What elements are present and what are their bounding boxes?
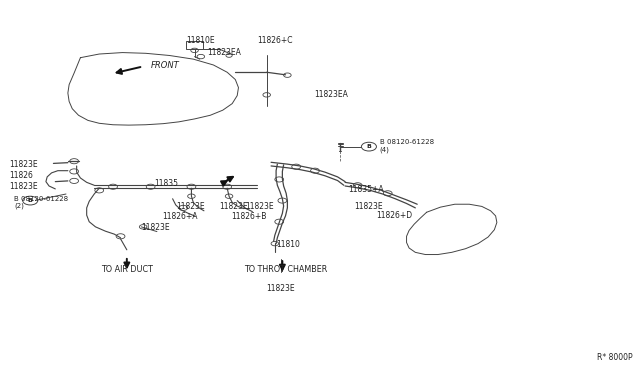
Text: 11823E: 11823E bbox=[244, 202, 273, 211]
Text: B 08120-61228
(2): B 08120-61228 (2) bbox=[14, 196, 68, 209]
Bar bbox=[186, 41, 204, 49]
Text: 11835+A: 11835+A bbox=[348, 185, 384, 194]
Text: 11826+C: 11826+C bbox=[257, 36, 292, 45]
Text: 11810: 11810 bbox=[276, 240, 300, 249]
Text: 11826+D: 11826+D bbox=[376, 211, 413, 220]
Text: 11823EA: 11823EA bbox=[207, 48, 241, 57]
Text: TO AIR DUCT: TO AIR DUCT bbox=[101, 264, 153, 274]
Text: 11823E: 11823E bbox=[10, 160, 38, 169]
Text: 11826: 11826 bbox=[10, 171, 33, 180]
Text: 11823E: 11823E bbox=[355, 202, 383, 211]
Text: 11823E: 11823E bbox=[267, 284, 295, 293]
Text: B: B bbox=[28, 198, 33, 203]
Text: R* 8000P: R* 8000P bbox=[596, 353, 632, 362]
Text: 11823EA: 11823EA bbox=[314, 90, 348, 99]
Text: TO THROT CHAMBER: TO THROT CHAMBER bbox=[244, 264, 327, 274]
Text: B 08120-61228
(4): B 08120-61228 (4) bbox=[380, 139, 434, 153]
Text: 11823E: 11823E bbox=[141, 224, 170, 232]
Text: 11835: 11835 bbox=[154, 179, 178, 187]
Text: B: B bbox=[367, 144, 371, 149]
Text: 11826+B: 11826+B bbox=[231, 212, 266, 221]
Text: 11823E: 11823E bbox=[220, 202, 248, 211]
Text: 11826+A: 11826+A bbox=[162, 212, 198, 221]
Text: 11823E: 11823E bbox=[10, 182, 38, 191]
Text: 11823E: 11823E bbox=[176, 202, 204, 211]
Text: FRONT: FRONT bbox=[150, 61, 179, 70]
Text: 11810E: 11810E bbox=[186, 36, 215, 45]
